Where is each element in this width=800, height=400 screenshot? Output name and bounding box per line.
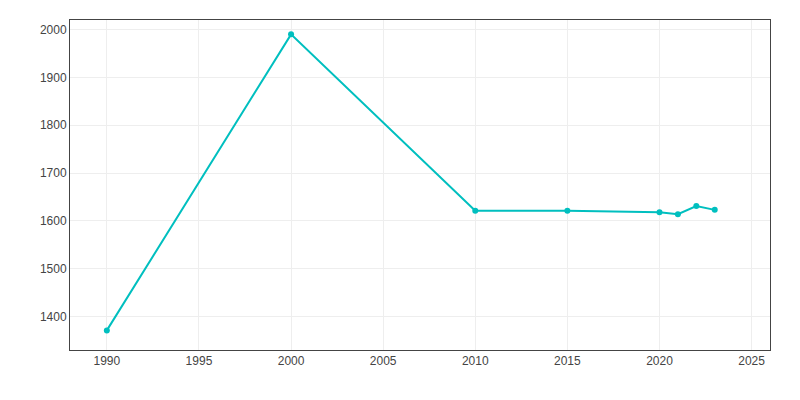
svg-text:1990: 1990 [93,354,120,368]
svg-text:1600: 1600 [40,214,67,228]
svg-text:2015: 2015 [554,354,581,368]
svg-text:2000: 2000 [40,23,67,37]
svg-text:2005: 2005 [370,354,397,368]
svg-text:2020: 2020 [646,354,673,368]
svg-text:2010: 2010 [462,354,489,368]
svg-text:1400: 1400 [40,310,67,324]
svg-text:1800: 1800 [40,118,67,132]
svg-text:1900: 1900 [40,71,67,85]
svg-text:2000: 2000 [278,354,305,368]
svg-text:1700: 1700 [40,166,67,180]
svg-text:1995: 1995 [186,354,213,368]
svg-text:1500: 1500 [40,262,67,276]
svg-text:2025: 2025 [738,354,765,368]
